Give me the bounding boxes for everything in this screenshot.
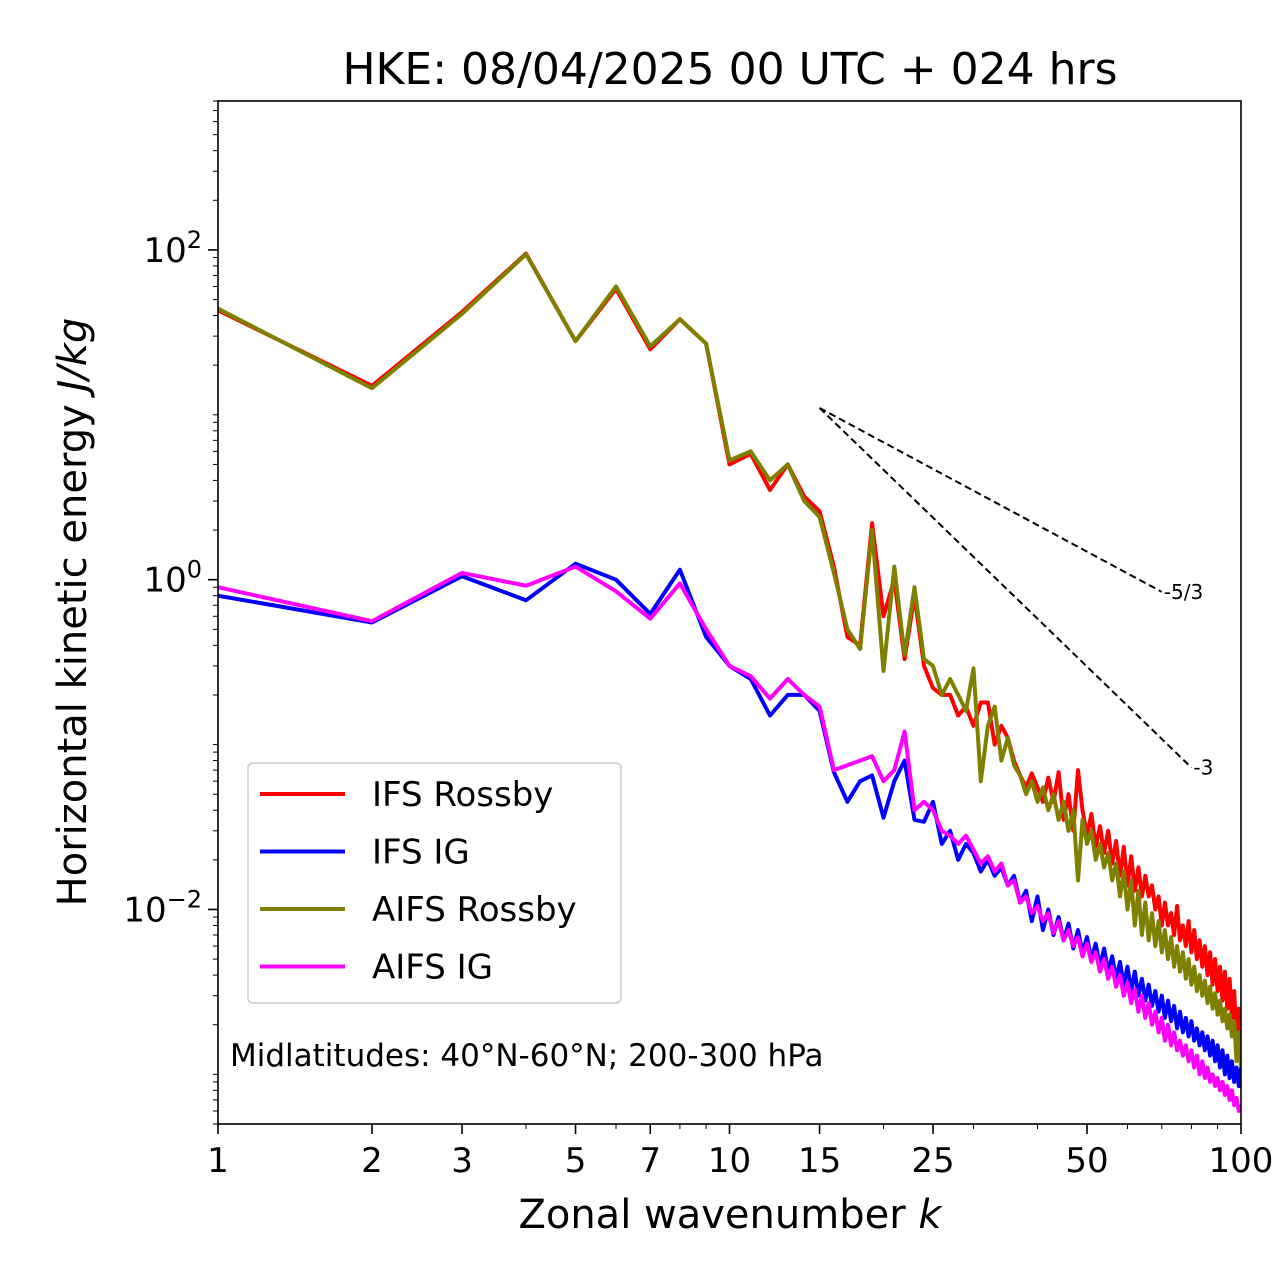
x-tick-labels: 1 2 3 5 7 10 15 25 50 100: [207, 1141, 1273, 1181]
legend-box: [247, 762, 622, 1004]
reference-slope-label: -3: [1193, 756, 1213, 780]
x-tick-label: 10: [708, 1141, 751, 1181]
legend-label: IFS Rossby: [372, 775, 553, 815]
y-axis-label: Horizontal kinetic energy J/kg: [50, 318, 96, 907]
x-tick-label: 2: [361, 1141, 383, 1181]
reference-slopes: -5/3 -3: [818, 407, 1213, 780]
x-tick-label: 50: [1065, 1141, 1108, 1181]
y-tick-exponent: 2: [187, 226, 202, 254]
series-layer: [218, 251, 1241, 1113]
y-tick-label: 10−2: [123, 885, 202, 930]
reference-slope-label: -5/3: [1164, 580, 1203, 604]
x-axis-label-text: Zonal wavenumber: [518, 1192, 918, 1238]
series-line-aifs-rossby: [218, 252, 1241, 1068]
y-axis-label-text: Horizontal kinetic energy: [50, 392, 96, 907]
x-tick-label: 100: [1209, 1141, 1274, 1181]
y-axis-label-unit: J/kg: [50, 318, 96, 399]
chart-title: HKE: 08/04/2025 00 UTC + 024 hrs: [342, 44, 1117, 95]
series-line-aifs-ig: [218, 564, 1241, 1113]
reference-slope-line: [819, 407, 1163, 593]
legend: IFS Rossby IFS IG AIFS Rossby AIFS IG: [247, 762, 622, 1004]
reference-slope-line: [818, 407, 1193, 769]
y-tick-exponent: −2: [167, 885, 202, 913]
x-axis-label: Zonal wavenumber k: [518, 1192, 943, 1238]
legend-label: AIFS IG: [372, 948, 493, 988]
y-tick-label: 102: [143, 226, 202, 271]
y-axis-ticks: [208, 100, 218, 1125]
y-tick-base: 10: [143, 561, 186, 601]
x-tick-label: 1: [207, 1141, 229, 1181]
region-annotation: Midlatitudes: 40°N-60°N; 200-300 hPa: [230, 1038, 824, 1074]
x-tick-label: 5: [565, 1141, 587, 1181]
x-tick-label: 3: [451, 1141, 473, 1181]
y-tick-exponent: 0: [187, 556, 202, 584]
x-axis-label-symbol: k: [918, 1192, 943, 1238]
plot-area-frame: [217, 100, 1242, 1125]
legend-label: AIFS Rossby: [372, 890, 577, 930]
y-tick-label: 100: [143, 556, 202, 601]
x-tick-label: 25: [911, 1141, 954, 1181]
y-tick-base: 10: [123, 890, 166, 930]
legend-label: IFS IG: [372, 833, 470, 873]
x-tick-label: 7: [639, 1141, 661, 1181]
y-tick-base: 10: [143, 231, 186, 271]
x-axis-ticks: [217, 1124, 1242, 1134]
x-tick-label: 15: [798, 1141, 841, 1181]
